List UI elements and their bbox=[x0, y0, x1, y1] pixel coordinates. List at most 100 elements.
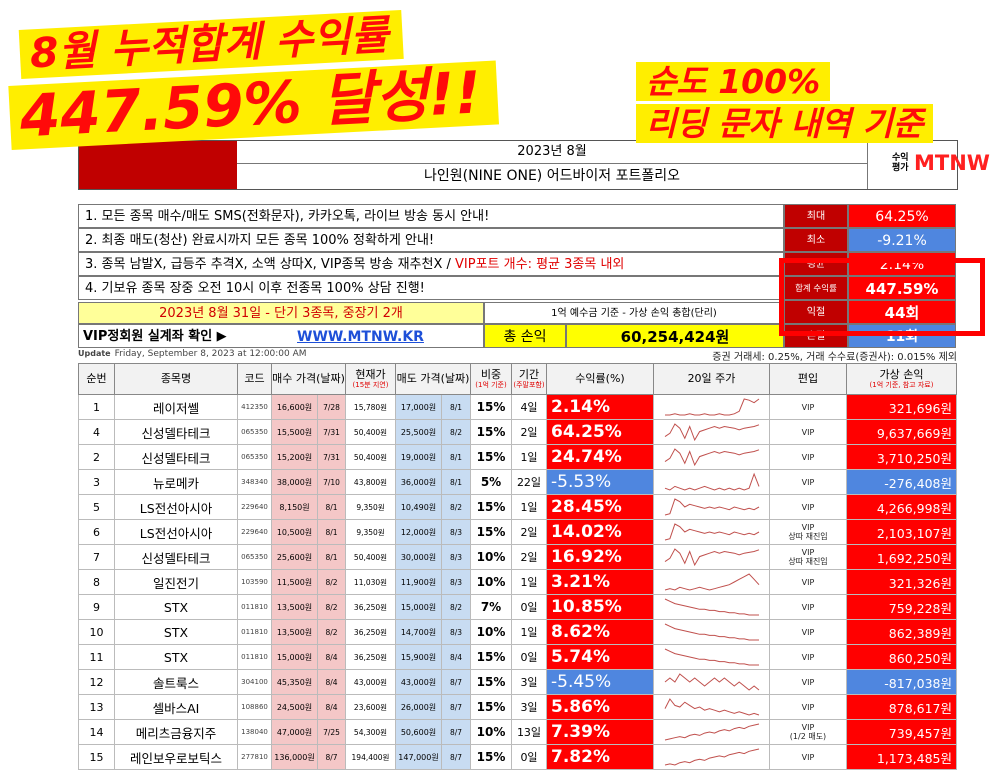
buy-date: 8/4 bbox=[317, 694, 346, 720]
holding-period: 2일 bbox=[511, 419, 547, 445]
sheet-header: 2023년 8월 나인원(NINE ONE) 어드바이저 포트폴리오 수익 평가 … bbox=[78, 140, 990, 190]
buy-price: 8,150원 bbox=[271, 494, 318, 520]
return-rate: 14.02% bbox=[546, 519, 654, 545]
col-no: 순번 bbox=[78, 363, 115, 395]
weight: 15% bbox=[470, 644, 512, 670]
row-number: 11 bbox=[78, 644, 115, 670]
stock-code: 348340 bbox=[237, 469, 272, 495]
table-row: 6 LS전선아시아 229640 10,500원 8/1 9,350원 12,000원 8/3… bbox=[78, 519, 957, 545]
col-chart: 20일 주가 bbox=[653, 363, 770, 395]
category: VIP 상따 재진입 bbox=[769, 519, 847, 545]
stock-name: 신성델타테크 bbox=[114, 444, 238, 470]
sparkline-svg bbox=[664, 598, 759, 616]
portfolio-title: 나인원(NINE ONE) 어드바이저 포트폴리오 bbox=[424, 168, 680, 184]
table-row: 5 LS전선아시아 229640 8,150원 8/1 9,350원 10,490원 8/2 1… bbox=[78, 494, 957, 520]
sparkline-svg bbox=[664, 448, 759, 467]
total-pl-label: 총 손익 bbox=[484, 324, 566, 348]
price-sparkline bbox=[653, 419, 770, 445]
total-pl-value: 60,254,424원 bbox=[566, 324, 784, 348]
virtual-pl: 3,710,250원 bbox=[846, 444, 957, 470]
sparkline-path bbox=[664, 472, 759, 491]
current-price: 15,780원 bbox=[345, 394, 396, 420]
stat-min-label: 최소 bbox=[784, 228, 848, 252]
buy-price: 136,000원 bbox=[271, 744, 318, 770]
sparkline-path bbox=[664, 423, 759, 442]
category: VIP bbox=[769, 744, 847, 770]
buy-price: 11,500원 bbox=[271, 569, 318, 595]
virtual-pl: 2,103,107원 bbox=[846, 519, 957, 545]
current-price: 43,000원 bbox=[345, 669, 396, 695]
buy-price: 15,200원 bbox=[271, 444, 318, 470]
weight: 7% bbox=[470, 594, 512, 620]
sell-price: 25,500원 bbox=[395, 419, 442, 445]
col-return: 수익률(%) bbox=[546, 363, 654, 395]
virtual-pl: 9,637,669원 bbox=[846, 419, 957, 445]
table-row: 15 레인보우로보틱스 277810 136,000원 8/7 194,400원 147,0… bbox=[78, 744, 957, 770]
stock-name: 레인보우로보틱스 bbox=[114, 744, 238, 770]
virtual-pl: 321,326원 bbox=[846, 569, 957, 595]
fee-note: 증권 거래세: 0.25%, 거래 수수료(증권사): 0.015% 제외 bbox=[712, 352, 957, 363]
sell-date: 8/4 bbox=[441, 644, 471, 670]
stock-code: 103590 bbox=[237, 569, 272, 595]
sell-price: 12,000원 bbox=[395, 519, 442, 545]
price-sparkline bbox=[653, 544, 770, 570]
price-sparkline bbox=[653, 519, 770, 545]
stock-name: STX bbox=[114, 619, 238, 645]
date-summary: 2023년 8월 31일 - 단기 3종목, 중장기 2개 bbox=[78, 302, 484, 324]
row-number: 14 bbox=[78, 719, 115, 745]
row-number: 7 bbox=[78, 544, 115, 570]
buy-price: 10,500원 bbox=[271, 519, 318, 545]
sell-date: 8/3 bbox=[441, 569, 471, 595]
notice-3-highlight: VIP포트 개수: 평균 3종목 내외 bbox=[455, 257, 625, 272]
table-row: 4 신성델타테크 065350 15,500원 7/31 50,400원 25,500원 8/… bbox=[78, 419, 957, 445]
sparkline-path bbox=[664, 573, 759, 591]
logo-caption: 수익 평가 bbox=[892, 153, 909, 173]
return-rate: 24.74% bbox=[546, 444, 654, 470]
buy-date: 8/1 bbox=[317, 544, 346, 570]
current-price: 23,600원 bbox=[345, 694, 396, 720]
current-price: 50,400원 bbox=[345, 444, 396, 470]
return-rate: 10.85% bbox=[546, 594, 654, 620]
row-number: 10 bbox=[78, 619, 115, 645]
holding-period: 3일 bbox=[511, 694, 547, 720]
weight: 10% bbox=[470, 719, 512, 745]
virtual-pl: 759,228원 bbox=[846, 594, 957, 620]
row-number: 4 bbox=[78, 419, 115, 445]
buy-date: 8/7 bbox=[317, 744, 346, 770]
price-sparkline bbox=[653, 394, 770, 420]
notice-2: 2. 최종 매도(청산) 완료시까지 모든 종목 100% 정확하게 안내! bbox=[78, 228, 784, 252]
mtnw-logo: 수익 평가 MTNW bbox=[867, 141, 990, 189]
stat-total-return-label: 합계 수익률 bbox=[784, 276, 848, 300]
holding-period: 2일 bbox=[511, 519, 547, 545]
site-link[interactable]: WWW.MTNW.KR bbox=[297, 329, 424, 345]
weight: 15% bbox=[470, 744, 512, 770]
virtual-pl: 739,457원 bbox=[846, 719, 957, 745]
buy-date: 7/10 bbox=[317, 469, 346, 495]
holding-period: 13일 bbox=[511, 719, 547, 745]
sell-price: 17,000원 bbox=[395, 394, 442, 420]
stock-code: 229640 bbox=[237, 494, 272, 520]
buy-price: 16,600원 bbox=[271, 394, 318, 420]
row-number: 3 bbox=[78, 469, 115, 495]
col-current: 현재가 (15분 지연) bbox=[345, 363, 396, 395]
weight: 10% bbox=[470, 619, 512, 645]
weight: 5% bbox=[470, 469, 512, 495]
stat-min-value: -9.21% bbox=[848, 228, 956, 252]
virtual-pl: 860,250원 bbox=[846, 644, 957, 670]
stock-code: 011810 bbox=[237, 594, 272, 620]
stat-avg-label: 평균 bbox=[784, 252, 848, 276]
current-price: 50,400원 bbox=[345, 544, 396, 570]
virtual-pl: 4,266,998원 bbox=[846, 494, 957, 520]
sparkline-svg bbox=[664, 472, 759, 491]
stock-code: 011810 bbox=[237, 644, 272, 670]
price-sparkline bbox=[653, 494, 770, 520]
col-name: 종목명 bbox=[114, 363, 238, 395]
current-price: 54,300원 bbox=[345, 719, 396, 745]
return-rate: -5.45% bbox=[546, 669, 654, 695]
virtual-pl: -817,038원 bbox=[846, 669, 957, 695]
sell-date: 8/7 bbox=[441, 694, 471, 720]
sell-price: 14,700원 bbox=[395, 619, 442, 645]
buy-price: 13,500원 bbox=[271, 594, 318, 620]
virtual-pl: 878,617원 bbox=[846, 694, 957, 720]
holding-period: 0일 bbox=[511, 744, 547, 770]
